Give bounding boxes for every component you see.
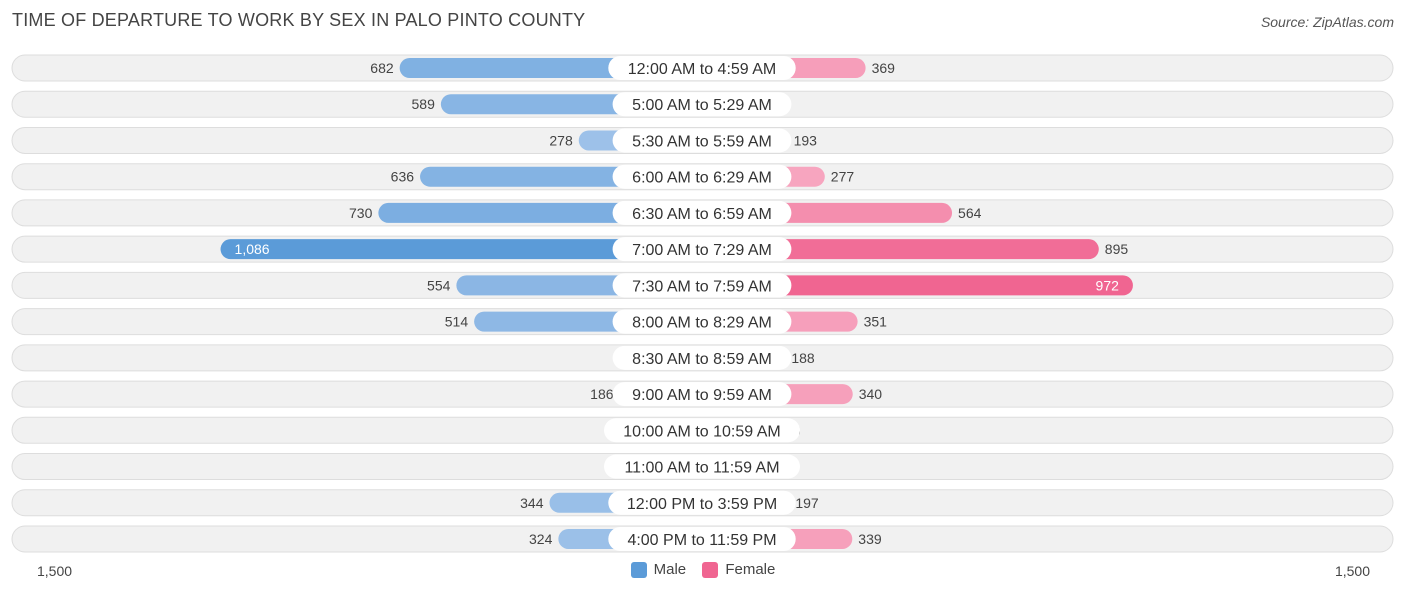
category-pill — [612, 200, 792, 225]
legend-label-male: Male — [653, 561, 687, 578]
category-pill — [612, 382, 792, 407]
value-label-female: 197 — [795, 495, 819, 511]
category-label: 11:00 AM to 11:59 AM — [624, 460, 779, 477]
category-label: 8:30 AM to 8:59 AM — [632, 351, 772, 368]
category-label: 7:00 AM to 7:29 AM — [632, 242, 772, 259]
category-pill — [612, 237, 792, 262]
value-label-male: 1,086 — [235, 241, 270, 257]
legend-item-female: Female — [702, 561, 775, 578]
bar-female — [692, 239, 1099, 260]
category-label: 10:00 AM to 10:59 AM — [623, 423, 780, 440]
legend-item-male: Male — [630, 561, 687, 578]
value-label-male: 278 — [549, 132, 573, 148]
value-label-female: 972 — [1096, 277, 1120, 293]
axis-left-label: 1,500 — [37, 563, 73, 579]
category-label: 4:00 PM to 11:59 PM — [627, 532, 776, 549]
category-label: 12:00 AM to 4:59 AM — [628, 61, 777, 78]
category-pill — [612, 273, 792, 298]
category-pill — [608, 490, 796, 515]
category-label: 8:00 AM to 8:29 AM — [632, 315, 772, 332]
category-pill — [608, 526, 796, 551]
category-pill — [612, 128, 792, 153]
legend-swatch-male — [630, 561, 647, 578]
category-pill — [612, 164, 792, 189]
legend-swatch-female — [702, 561, 719, 578]
value-label-male: 682 — [370, 60, 394, 76]
value-label-male: 324 — [529, 531, 553, 547]
category-label: 12:00 PM to 3:59 PM — [627, 496, 777, 513]
category-pill — [612, 309, 792, 334]
value-label-male: 344 — [520, 495, 544, 511]
category-pill — [612, 92, 792, 117]
category-label: 7:30 AM to 7:59 AM — [632, 278, 772, 295]
value-label-female: 188 — [791, 350, 815, 366]
value-label-female: 351 — [864, 314, 888, 330]
bar-female — [692, 275, 1133, 296]
category-label: 6:30 AM to 6:59 AM — [632, 206, 772, 223]
value-label-male: 636 — [391, 169, 415, 185]
bar-male — [220, 239, 713, 260]
legend-label-female: Female — [725, 561, 776, 578]
value-label-female: 564 — [958, 205, 982, 221]
chart-title: TIME OF DEPARTURE TO WORK BY SEX IN PALO… — [12, 10, 586, 30]
category-pill — [612, 345, 792, 370]
value-label-male: 589 — [412, 96, 436, 112]
category-label: 5:00 AM to 5:29 AM — [632, 97, 772, 114]
category-pill — [604, 418, 800, 443]
value-label-male: 186 — [590, 386, 614, 402]
value-label-female: 277 — [831, 169, 855, 185]
value-label-female: 895 — [1105, 241, 1129, 257]
value-label-female: 369 — [872, 60, 896, 76]
category-pill — [604, 454, 800, 479]
value-label-male: 514 — [445, 314, 469, 330]
category-label: 6:00 AM to 6:29 AM — [632, 170, 772, 187]
value-label-female: 193 — [794, 132, 818, 148]
value-label-female: 339 — [858, 531, 882, 547]
value-label-male: 554 — [427, 277, 451, 293]
value-label-male: 730 — [349, 205, 373, 221]
source-label: Source: ZipAtlas.com — [1260, 14, 1394, 30]
legend: Male Female — [0, 561, 1406, 582]
axis-right-label: 1,500 — [1334, 563, 1370, 579]
value-label-female: 340 — [859, 386, 883, 402]
category-pill — [608, 56, 796, 80]
category-label: 9:00 AM to 9:59 AM — [632, 387, 772, 404]
category-label: 5:30 AM to 5:59 AM — [632, 133, 772, 150]
